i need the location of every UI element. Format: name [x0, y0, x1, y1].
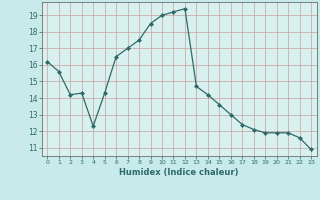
X-axis label: Humidex (Indice chaleur): Humidex (Indice chaleur)	[119, 168, 239, 177]
